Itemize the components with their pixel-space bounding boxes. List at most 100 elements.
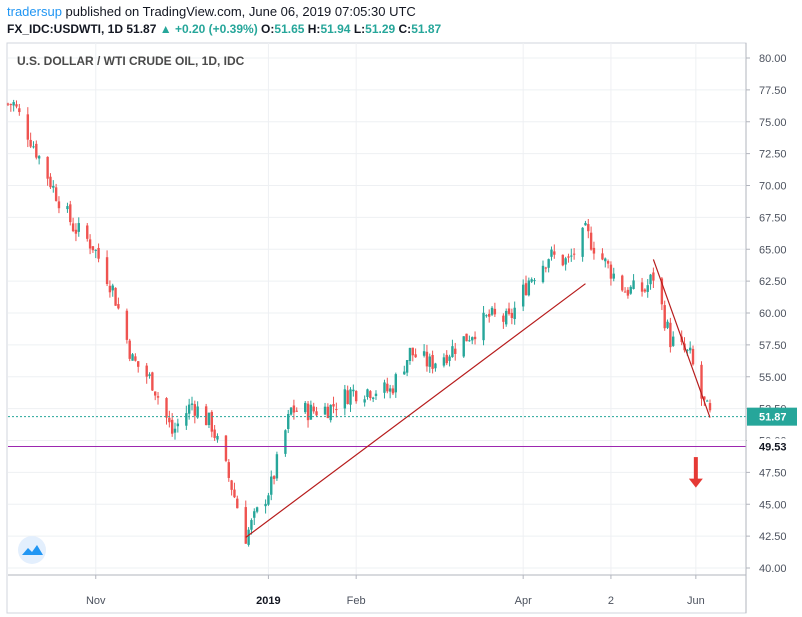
open-value: 51.65	[274, 22, 305, 36]
candle-body	[488, 313, 491, 317]
candle-body	[547, 259, 550, 268]
candle-body	[312, 406, 315, 412]
x-tick-label: 2	[608, 595, 614, 607]
candle-body	[632, 280, 635, 289]
support-label: 49.53	[759, 441, 787, 453]
candle-body	[691, 348, 695, 365]
y-tick-label: 60.00	[759, 308, 787, 320]
y-tick-label: 40.00	[759, 563, 787, 575]
candle-body	[354, 391, 358, 402]
candle-body	[473, 336, 477, 340]
candle-body	[190, 403, 194, 405]
candle-body	[570, 255, 573, 257]
candle-body	[451, 346, 454, 358]
candle-body	[332, 404, 335, 407]
candle-body	[289, 407, 293, 415]
publish-header: tradersup published on TradingView.com, …	[7, 4, 416, 19]
low-value: 51.29	[365, 22, 396, 36]
candle-body	[533, 280, 536, 282]
candle-body	[660, 278, 664, 305]
x-tick-label: Apr	[515, 595, 532, 607]
candle-body	[524, 283, 528, 295]
candle-body	[145, 365, 148, 377]
publish-info: published on TradingView.com, June 06, 2…	[65, 4, 416, 19]
candle-body	[403, 371, 406, 375]
candle-body	[9, 104, 13, 106]
candle-body	[108, 285, 112, 293]
candle-body	[626, 289, 630, 296]
candle-body	[156, 396, 160, 398]
candle-body	[346, 390, 349, 405]
change-value: +0.20 (+0.39%)	[174, 22, 258, 36]
candle-body	[213, 429, 216, 438]
candle-body	[176, 423, 180, 427]
tradingview-logo-icon[interactable]	[18, 536, 46, 564]
candle-body	[114, 287, 117, 306]
candle-body	[18, 108, 21, 113]
candle-body	[544, 267, 548, 269]
x-axis[interactable]: Nov 2019 Feb Apr 2 Jun	[8, 574, 746, 607]
candle-body	[666, 321, 669, 328]
y-tick-label: 72.50	[759, 149, 787, 161]
candle-body	[329, 404, 332, 421]
candle-body	[688, 347, 692, 351]
chart-title: U.S. DOLLAR / WTI CRUDE OIL, 1D, IDC	[17, 54, 245, 68]
candle-body	[247, 529, 250, 545]
open-label: O:	[261, 22, 275, 36]
candle-body	[672, 336, 675, 346]
candle-body	[612, 273, 615, 279]
candle-body	[513, 307, 516, 320]
candle-body	[553, 251, 556, 255]
ohlc-header: FX_IDC:USDWTI, 1D 51.87 ▲ +0.20 (+0.39%)…	[7, 22, 441, 36]
candle-body	[510, 312, 514, 318]
y-tick-label: 80.00	[759, 53, 787, 65]
low-label: L:	[353, 22, 366, 36]
author-name[interactable]: tradersup	[7, 4, 62, 19]
y-tick-label: 42.50	[759, 531, 787, 543]
candle-body	[69, 204, 72, 223]
candle-body	[233, 489, 236, 498]
candle-body	[37, 156, 41, 159]
candle-body	[465, 333, 468, 342]
candle-body	[117, 304, 120, 309]
y-tick-label: 75.00	[759, 117, 787, 129]
candle-body	[125, 310, 129, 340]
candle-body	[131, 354, 134, 361]
candle-body	[29, 139, 32, 147]
candle-body	[564, 258, 567, 265]
candle-body	[352, 389, 355, 392]
candle-body	[185, 413, 188, 426]
candle-body	[371, 397, 375, 399]
candle-body	[462, 336, 465, 357]
candle-body	[391, 388, 395, 394]
candle-body	[504, 310, 508, 325]
candle-body	[604, 258, 607, 262]
y-axis[interactable]: 80.00 77.50 75.00 72.50 70.00 67.50 65.00 62.50…	[746, 53, 797, 575]
close-label: C:	[398, 22, 412, 36]
candle-body	[646, 285, 649, 292]
candle-body	[284, 430, 287, 454]
candle-body	[703, 396, 706, 400]
candle-body	[561, 254, 565, 266]
candle-body	[204, 406, 208, 426]
candle-body	[708, 403, 712, 411]
support-badge	[747, 438, 797, 455]
y-tick-label: 67.50	[759, 212, 787, 224]
candle-body	[343, 389, 347, 409]
candle-body	[623, 291, 627, 293]
candle-body	[363, 399, 366, 403]
candle-body	[640, 282, 644, 292]
candle-body	[507, 308, 511, 314]
candle-body	[471, 337, 474, 341]
candle-body	[621, 275, 624, 291]
candle-body	[434, 363, 437, 369]
candle-body	[57, 201, 61, 209]
candle-body	[244, 507, 247, 544]
candle-body	[643, 289, 647, 292]
candle-body	[669, 322, 672, 348]
candle-body	[567, 256, 570, 258]
candle-body	[275, 454, 279, 479]
candle-body	[151, 372, 154, 391]
price-chart[interactable]: U.S. DOLLAR / WTI CRUDE OIL, 1D, IDC 80.…	[0, 40, 802, 617]
x-tick-label: Jun	[687, 595, 705, 607]
